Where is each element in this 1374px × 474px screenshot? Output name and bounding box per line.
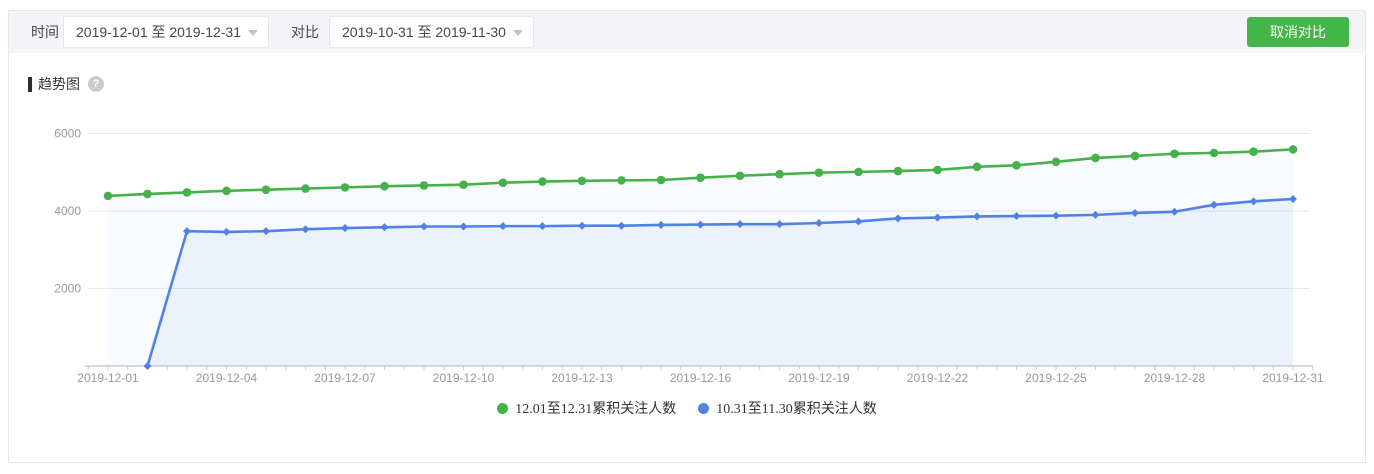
trend-chart: 2000 4000 6000 2019-12-01 2019-12-04 2019-12-… — [54, 127, 1324, 386]
chart-legend: 12.01至12.31累积关注人数 10.31至11.30累积关注人数 — [9, 397, 1365, 419]
legend-dot-green-icon — [497, 402, 509, 414]
svg-text:2019-12-31: 2019-12-31 — [1262, 371, 1324, 385]
legend-item-compare-period[interactable]: 10.31至11.30累积关注人数 — [698, 398, 877, 418]
trend-panel: 时间 2019-12-01 至 2019-12-31 对比 2019-10-31… — [8, 10, 1366, 463]
chevron-down-icon — [248, 30, 258, 36]
legend-item-current-period[interactable]: 12.01至12.31累积关注人数 — [497, 398, 676, 418]
svg-text:2019-12-04: 2019-12-04 — [196, 371, 258, 385]
legend-label-current: 12.01至12.31累积关注人数 — [515, 402, 677, 417]
compare-label: 对比 — [291, 24, 319, 40]
svg-text:2019-12-25: 2019-12-25 — [1025, 371, 1087, 385]
compare-range-value: 2019-10-31 至 2019-11-30 — [342, 24, 506, 40]
svg-text:2019-12-13: 2019-12-13 — [551, 371, 613, 385]
filter-toolbar: 时间 2019-12-01 至 2019-12-31 对比 2019-10-31… — [9, 11, 1365, 53]
title-tick-bar — [28, 76, 32, 92]
cancel-compare-button[interactable]: 取消对比 — [1247, 17, 1349, 47]
page-title: 趋势图 — [38, 76, 80, 92]
legend-label-compare: 10.31至11.30累积关注人数 — [716, 402, 877, 417]
svg-text:2000: 2000 — [54, 282, 81, 296]
svg-text:4000: 4000 — [54, 204, 81, 218]
section-title: 趋势图 ? — [28, 74, 104, 94]
svg-text:2019-12-16: 2019-12-16 — [670, 371, 732, 385]
svg-text:2019-12-07: 2019-12-07 — [314, 371, 376, 385]
legend-dot-blue-icon — [698, 402, 710, 414]
time-label: 时间 — [31, 24, 59, 40]
svg-text:2019-12-10: 2019-12-10 — [433, 371, 495, 385]
time-range-value: 2019-12-01 至 2019-12-31 — [76, 24, 242, 40]
svg-text:6000: 6000 — [54, 127, 81, 141]
chevron-down-icon — [513, 30, 523, 36]
svg-text:2019-12-28: 2019-12-28 — [1144, 371, 1206, 385]
help-icon[interactable]: ? — [88, 76, 104, 92]
svg-text:2019-12-22: 2019-12-22 — [907, 371, 969, 385]
svg-text:2019-12-01: 2019-12-01 — [77, 371, 139, 385]
compare-range-select[interactable]: 2019-10-31 至 2019-11-30 — [329, 16, 534, 48]
svg-text:2019-12-19: 2019-12-19 — [788, 371, 850, 385]
time-range-select[interactable]: 2019-12-01 至 2019-12-31 — [63, 16, 269, 48]
